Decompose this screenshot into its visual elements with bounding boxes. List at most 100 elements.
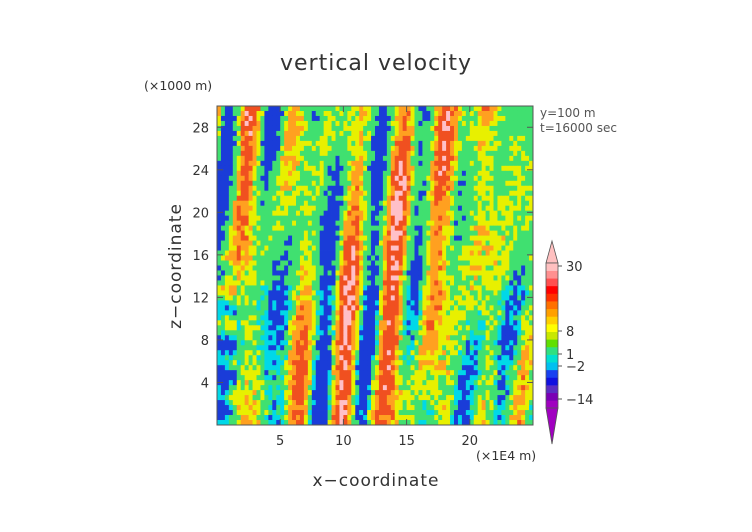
heatmap-cell [347,210,352,217]
heatmap-cell [505,290,510,296]
heatmap-cell [454,175,459,182]
heatmap-cell [505,340,510,346]
heatmap-cell [489,185,494,192]
heatmap-cell [418,280,423,286]
heatmap-cell [489,360,494,366]
heatmap-cell [509,130,514,137]
heatmap-cell [240,345,246,351]
heatmap-cell [454,400,459,406]
heatmap-cell [299,380,305,386]
heatmap-cell [525,115,530,122]
heatmap-cell [434,190,439,197]
heatmap-cell [303,265,309,271]
heatmap-cell [485,220,490,227]
heatmap-cell [410,110,415,117]
heatmap-cell [327,130,332,137]
heatmap-cell [378,205,384,212]
heatmap-cell [375,200,380,207]
heatmap-cell [426,240,431,246]
heatmap-cell [529,230,534,236]
heatmap-cell [485,265,490,271]
heatmap-cell [469,240,475,246]
heatmap-cell [288,225,293,232]
heatmap-cell [351,410,356,416]
heatmap-cell [525,180,530,187]
heatmap-cell [481,295,486,301]
heatmap-cell [382,200,388,207]
heatmap-cell [489,300,494,306]
heatmap-cell [394,225,400,232]
heatmap-cell [335,350,340,356]
heatmap-cell [339,180,344,187]
heatmap-cell [394,250,400,256]
heatmap-cell [351,190,356,197]
heatmap-cell [378,200,384,207]
heatmap-cell [497,290,502,296]
heatmap-cell [517,350,522,356]
heatmap-cell [513,150,518,157]
heatmap-cell [299,250,305,256]
heatmap-cell [375,370,380,376]
heatmap-cell [252,295,257,301]
heatmap-cell [359,250,364,256]
heatmap-cell [264,205,269,212]
heatmap-cell [335,265,340,271]
heatmap-cell [240,320,246,326]
heatmap-cell [446,335,451,341]
heatmap-cell [513,345,518,351]
heatmap-cell [477,285,483,291]
heatmap-cell [426,150,431,157]
heatmap-cell [406,355,411,361]
heatmap-cell [509,150,514,157]
heatmap-cell [288,220,293,227]
heatmap-cell [339,230,344,236]
heatmap-cell [217,375,222,381]
heatmap-cell [485,230,490,236]
heatmap-cell [390,135,396,142]
heatmap-cell [292,185,297,192]
heatmap-cell [418,125,423,132]
heatmap-cell [477,205,483,212]
heatmap-cell [493,325,498,331]
heatmap-cell [363,180,368,187]
heatmap-cell [493,410,498,416]
heatmap-cell [390,335,396,341]
heatmap-cell [367,115,372,122]
heatmap-cell [335,106,340,112]
heatmap-cell [442,275,447,281]
heatmap-cell [359,410,364,416]
heatmap-cell [232,305,238,311]
heatmap-cell [438,230,443,236]
heatmap-cell [339,120,344,127]
heatmap-cell [371,255,376,261]
heatmap-cell [497,190,502,197]
heatmap-cell [477,280,483,286]
heatmap-cell [244,335,249,341]
heatmap-cell [461,210,467,217]
heatmap-cell [268,345,273,351]
heatmap-cell [485,190,490,197]
heatmap-cell [244,290,249,296]
heatmap-cell [260,235,265,241]
heatmap-cell [280,295,285,301]
heatmap-cell [418,165,423,172]
heatmap-cell [339,106,344,112]
heatmap-cell [288,320,293,326]
heatmap-cell [280,260,285,266]
heatmap-cell [220,320,226,326]
heatmap-cell [465,106,471,112]
heatmap-cell [442,330,447,336]
heatmap-cell [497,160,502,167]
heatmap-cell [450,265,455,271]
heatmap-cell [236,275,242,281]
heatmap-cell [280,210,285,217]
heatmap-cell [224,155,230,162]
heatmap-cell [351,300,356,306]
heatmap-cell [390,150,396,157]
heatmap-cell [394,235,400,241]
heatmap-cell [276,290,281,296]
heatmap-cell [228,130,234,137]
heatmap-cell [303,215,309,222]
heatmap-cell [517,170,522,177]
heatmap-cell [319,175,325,182]
